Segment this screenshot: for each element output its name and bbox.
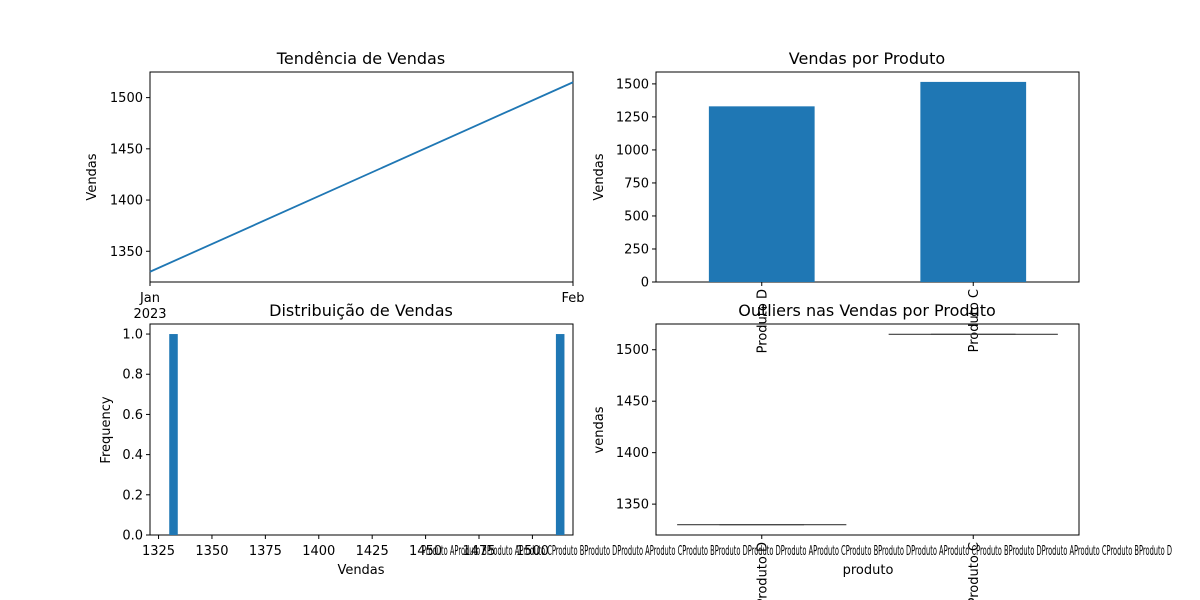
y-axis-label: Vendas — [592, 153, 607, 200]
chart-title: Tendência de Vendas — [276, 49, 445, 68]
x-tick-label: 1475 — [462, 544, 495, 559]
y-axis: 1350 1400 1450 1500 — [110, 91, 150, 260]
histogram-sales-distribution: Distribuição de Vendas Frequency Vendas … — [99, 301, 574, 578]
plot-frame — [655, 71, 1080, 283]
bars — [708, 81, 1027, 282]
y-tick-label: 0.0 — [122, 529, 143, 544]
x-tick-label: 1425 — [356, 544, 389, 559]
y-tick-label: 0.2 — [122, 488, 143, 503]
x-tick-label: Jan — [139, 291, 160, 306]
x-tick-label: Produto D — [755, 289, 770, 353]
y-tick-label: 1350 — [110, 245, 143, 260]
y-axis-label: vendas — [592, 406, 607, 453]
x-tick-label: 1500 — [516, 544, 549, 559]
y-tick-label: 1350 — [616, 498, 649, 513]
x-tick-label: Feb — [561, 291, 584, 306]
x-axis: 1325 1350 1375 1400 1425 1450 1475 1500 — [142, 535, 549, 559]
y-tick-label: 1450 — [110, 142, 143, 157]
x-tick-sublabel: 2023 — [133, 307, 166, 322]
x-tick-label: 1450 — [409, 544, 442, 559]
x-axis: Produto D Produto C — [755, 535, 982, 600]
chart-title: Distribuição de Vendas — [269, 301, 453, 320]
histogram-bins — [169, 334, 565, 535]
bar-chart-sales-by-product: Vendas por Produto Vendas 0 250 500 750 1000… — [592, 49, 1080, 353]
x-tick-label: Produto C — [967, 542, 982, 600]
box-marks — [677, 333, 1058, 526]
x-tick-label: 1400 — [302, 544, 335, 559]
histogram-bar — [555, 334, 565, 535]
y-tick-label: 1000 — [616, 143, 649, 158]
x-axis-label: Vendas — [337, 563, 384, 578]
x-tick-label: Produto C — [967, 289, 982, 352]
y-tick-label: 500 — [624, 209, 649, 224]
y-tick-label: 1.0 — [122, 328, 143, 343]
y-tick-label: 750 — [624, 176, 649, 191]
y-axis: 1350 1400 1450 1500 — [616, 343, 656, 513]
x-tick-label: 1325 — [142, 544, 175, 559]
y-axis: 0.0 0.2 0.4 0.6 0.8 1.0 — [122, 328, 150, 544]
y-tick-label: 250 — [624, 242, 649, 257]
y-tick-label: 0.6 — [122, 408, 143, 423]
y-tick-label: 1400 — [616, 446, 649, 461]
x-axis: Produto D Produto C — [755, 282, 982, 353]
x-tick-label: Produto D — [755, 542, 770, 600]
series-marks — [149, 81, 574, 273]
y-axis: 0 250 500 750 1000 1250 1500 — [616, 77, 656, 291]
chart-title: Outliers nas Vendas por Produto — [738, 301, 996, 320]
series-line — [149, 81, 574, 273]
line-chart-sales-trend: Tendência de Vendas Vendas 1350140014501… — [85, 49, 585, 322]
y-tick-label: 1500 — [616, 77, 649, 92]
overlapping-category-tick-labels: Produto AProduto BProduto AProduto CProd… — [422, 544, 1172, 559]
y-tick-label: 1450 — [616, 395, 649, 410]
bar — [708, 106, 815, 282]
plot-frame — [149, 323, 574, 536]
chart-title: Vendas por Produto — [789, 49, 945, 68]
box-plot-outliers: 1350 1400 1450 1500 Produto D Produto C Outl… — [592, 301, 1080, 600]
y-axis-label: Vendas — [85, 153, 100, 200]
y-tick-label: 1500 — [616, 343, 649, 358]
y-tick-label: 1250 — [616, 110, 649, 125]
y-tick-label: 1500 — [110, 91, 143, 106]
bar — [920, 81, 1027, 282]
y-tick-label: 0 — [641, 276, 649, 291]
y-tick-label: 0.4 — [122, 448, 143, 463]
x-axis-label: produto — [843, 563, 894, 578]
x-tick-label: 1375 — [249, 544, 282, 559]
histogram-bar — [169, 334, 178, 535]
plot-frame — [149, 71, 574, 283]
y-tick-label: 0.8 — [122, 368, 143, 383]
y-axis-label: Frequency — [99, 396, 114, 463]
x-tick-label: 1350 — [195, 544, 228, 559]
y-tick-label: 1400 — [110, 194, 143, 209]
plot-frame — [655, 323, 1080, 536]
